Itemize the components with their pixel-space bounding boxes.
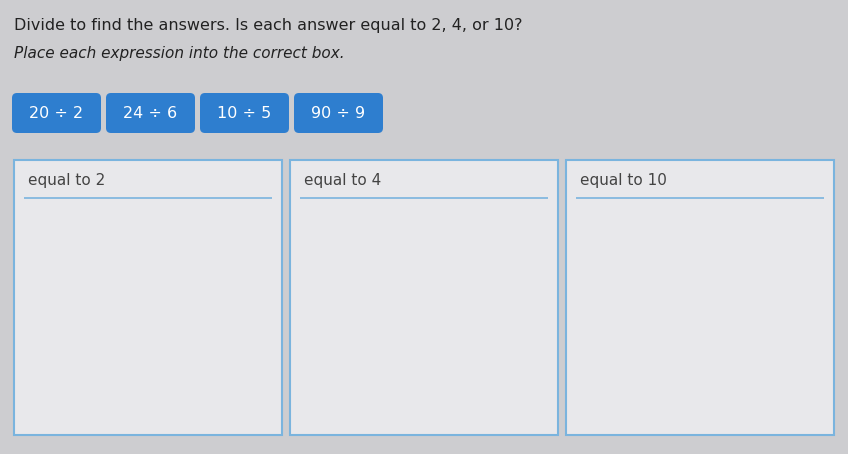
FancyBboxPatch shape [566, 160, 834, 435]
Text: equal to 4: equal to 4 [304, 173, 382, 188]
FancyBboxPatch shape [200, 93, 289, 133]
Text: 24 ÷ 6: 24 ÷ 6 [124, 105, 177, 120]
Text: 20 ÷ 2: 20 ÷ 2 [30, 105, 84, 120]
Text: Place each expression into the correct box.: Place each expression into the correct b… [14, 46, 344, 61]
FancyBboxPatch shape [12, 93, 101, 133]
FancyBboxPatch shape [294, 93, 383, 133]
FancyBboxPatch shape [290, 160, 558, 435]
Text: equal to 10: equal to 10 [580, 173, 667, 188]
Text: 90 ÷ 9: 90 ÷ 9 [311, 105, 365, 120]
Text: Divide to find the answers. Is each answer equal to 2, 4, or 10?: Divide to find the answers. Is each answ… [14, 18, 522, 33]
FancyBboxPatch shape [106, 93, 195, 133]
FancyBboxPatch shape [14, 160, 282, 435]
Text: 10 ÷ 5: 10 ÷ 5 [217, 105, 271, 120]
Text: equal to 2: equal to 2 [28, 173, 105, 188]
